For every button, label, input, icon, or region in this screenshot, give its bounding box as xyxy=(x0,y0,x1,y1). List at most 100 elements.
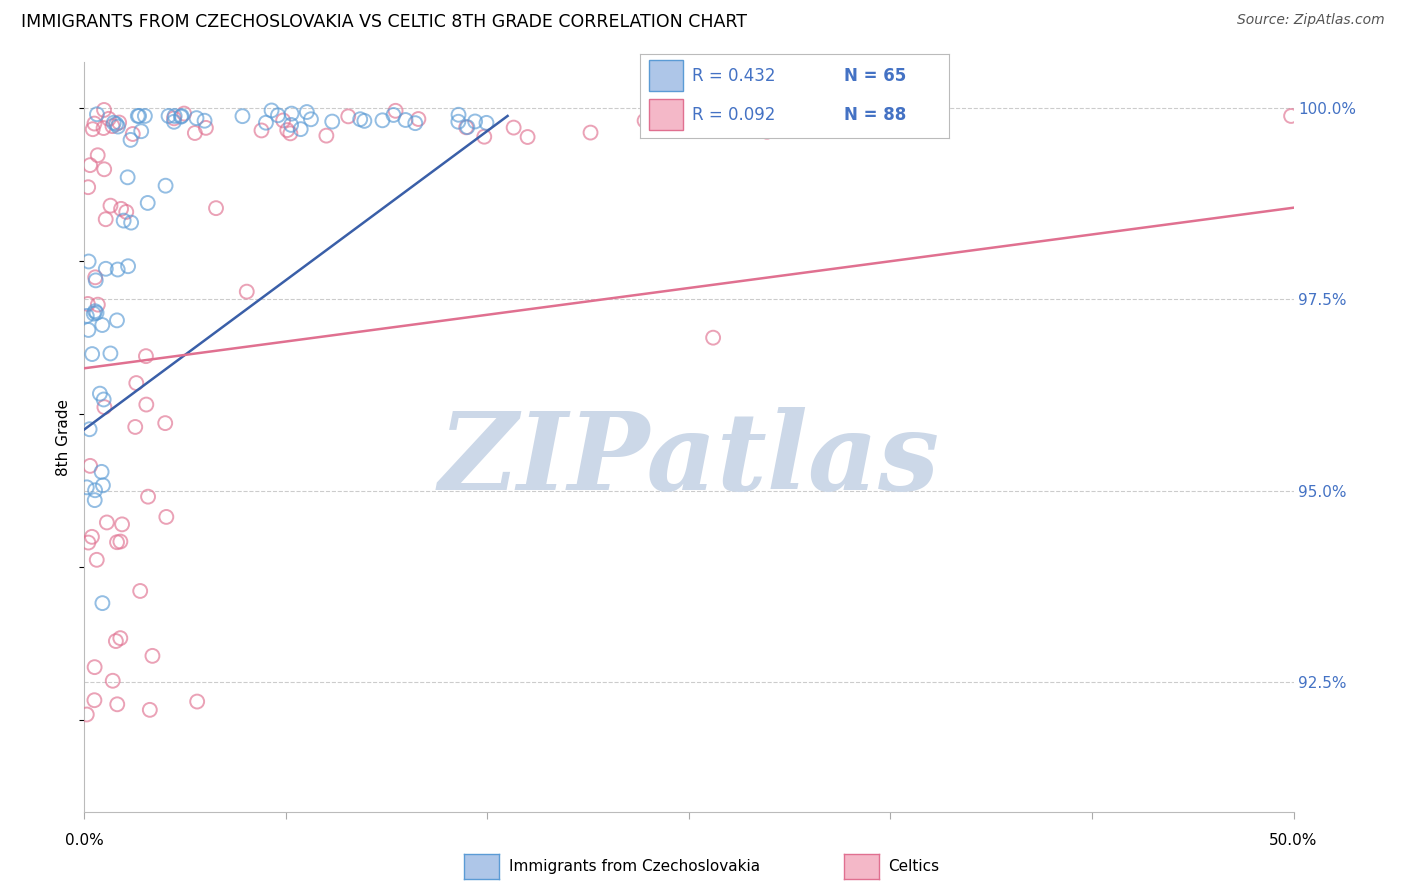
Point xyxy=(456,120,478,135)
Point xyxy=(163,112,186,126)
Point xyxy=(321,114,343,128)
Point xyxy=(1279,109,1302,123)
Point xyxy=(76,707,98,722)
Point xyxy=(464,114,486,128)
Point xyxy=(83,660,105,674)
Point xyxy=(447,114,470,128)
Point xyxy=(77,254,100,268)
Point xyxy=(194,120,217,135)
Point xyxy=(100,346,122,360)
Point xyxy=(157,109,180,123)
Point xyxy=(93,162,115,177)
Point xyxy=(280,126,302,140)
Point xyxy=(105,698,128,712)
Point xyxy=(135,349,157,363)
Point xyxy=(86,306,108,320)
Point xyxy=(260,103,283,118)
Point xyxy=(76,309,98,323)
Point xyxy=(84,304,107,318)
Point xyxy=(84,483,107,498)
Point xyxy=(755,125,778,139)
Point xyxy=(475,116,498,130)
Point xyxy=(676,103,699,118)
Point xyxy=(472,129,495,144)
Point xyxy=(127,109,149,123)
Point xyxy=(516,130,538,145)
Point xyxy=(155,416,177,430)
Point xyxy=(124,420,146,434)
Point xyxy=(231,109,253,123)
Point xyxy=(110,534,132,549)
Point xyxy=(79,422,101,436)
Point xyxy=(97,112,120,126)
Point xyxy=(408,112,430,126)
Point xyxy=(136,196,159,211)
Point xyxy=(271,113,294,128)
Point xyxy=(82,122,104,136)
Point xyxy=(80,530,103,544)
Point xyxy=(79,158,101,172)
Point xyxy=(184,126,207,140)
Point xyxy=(163,109,186,123)
Point xyxy=(337,109,360,123)
Point xyxy=(117,259,139,273)
Point xyxy=(93,392,115,407)
Point xyxy=(89,386,111,401)
Point xyxy=(83,493,105,508)
Point xyxy=(135,398,157,412)
Point xyxy=(117,170,139,185)
Point xyxy=(299,112,322,127)
Point xyxy=(90,465,112,479)
Point xyxy=(129,124,152,138)
Point xyxy=(280,118,302,132)
Point xyxy=(110,631,132,645)
Point xyxy=(101,119,124,133)
Text: 0.0%: 0.0% xyxy=(65,833,104,847)
Point xyxy=(267,108,290,122)
Point xyxy=(315,128,337,143)
Point xyxy=(110,202,132,216)
Point xyxy=(101,673,124,688)
Point xyxy=(86,107,108,121)
Point xyxy=(136,490,159,504)
Point xyxy=(83,117,105,131)
Point xyxy=(290,122,312,136)
Point xyxy=(83,693,105,707)
Point xyxy=(745,120,768,135)
Point xyxy=(706,109,728,123)
Point xyxy=(254,116,277,130)
Point xyxy=(276,123,298,137)
Point xyxy=(86,553,108,567)
Text: N = 65: N = 65 xyxy=(844,67,905,85)
Point xyxy=(155,178,177,193)
Point xyxy=(103,116,125,130)
Point xyxy=(250,123,273,137)
Point xyxy=(280,106,302,120)
Text: Immigrants from Czechoslovakia: Immigrants from Czechoslovakia xyxy=(509,859,761,873)
Point xyxy=(94,261,117,276)
Text: N = 88: N = 88 xyxy=(844,105,905,123)
Point xyxy=(91,478,114,492)
Text: Source: ZipAtlas.com: Source: ZipAtlas.com xyxy=(1237,13,1385,28)
Point xyxy=(105,313,128,327)
Point xyxy=(394,113,416,128)
Point xyxy=(107,120,129,134)
Point xyxy=(170,109,193,123)
Point xyxy=(155,510,177,524)
Point xyxy=(120,133,142,147)
Bar xyxy=(650,99,683,130)
Point xyxy=(125,376,148,390)
Point xyxy=(141,648,163,663)
Point xyxy=(353,113,375,128)
Point xyxy=(120,216,142,230)
Point xyxy=(107,262,129,277)
Point xyxy=(236,285,259,299)
Point xyxy=(186,111,208,125)
Point xyxy=(86,148,108,162)
Point xyxy=(205,201,228,215)
Point xyxy=(384,103,406,118)
Point xyxy=(96,516,118,530)
Point xyxy=(111,517,134,532)
Point xyxy=(108,115,131,129)
Point xyxy=(579,126,602,140)
